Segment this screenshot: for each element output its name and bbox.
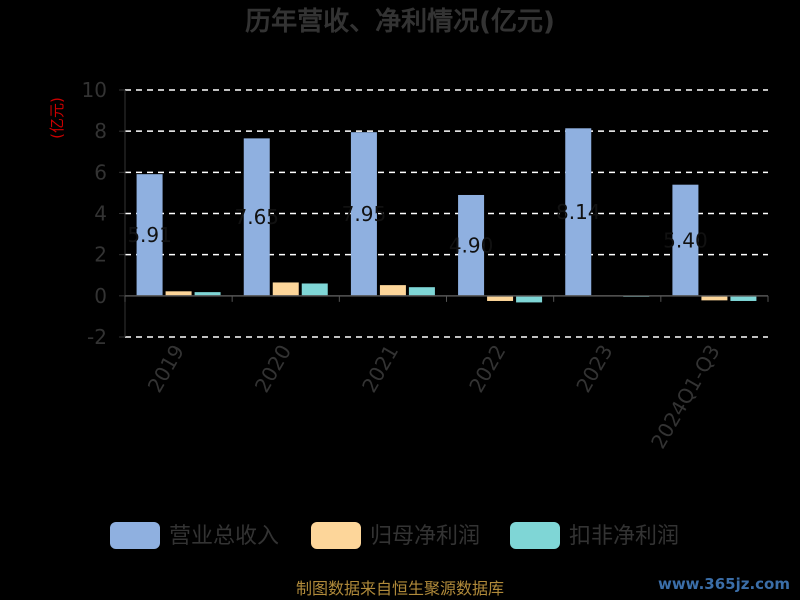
legend-swatch	[311, 522, 361, 549]
bar-data-label: 8.14	[556, 200, 601, 224]
bar-1	[672, 184, 699, 296]
bar-3	[194, 292, 221, 296]
gridlines	[125, 89, 768, 338]
legend-label: 扣非净利润	[569, 524, 679, 549]
y-tick-label: -2	[87, 325, 107, 349]
chart-title: 历年营收、净利情况(亿元)	[245, 6, 555, 37]
bar-2	[165, 291, 192, 296]
y-tick-label: 10	[82, 78, 107, 102]
y-tick-label: 4	[94, 202, 107, 226]
y-tick-label: 2	[94, 243, 107, 267]
x-tick-label: 2024Q1-Q3	[646, 341, 725, 453]
footer-source: 制图数据来自恒生聚源数据库	[296, 579, 504, 598]
legend: 营业总收入 归母净利润 扣非净利润	[110, 522, 679, 549]
bar-2	[379, 285, 406, 296]
y-tick-label: 6	[94, 160, 107, 184]
bar-2	[701, 295, 728, 301]
y-tick-label: 8	[94, 119, 107, 143]
axes: -2 0 2 4 6 8 10 2019 2020 2021 2022 2023 2024Q1-Q3	[82, 78, 769, 453]
bar-1	[136, 174, 163, 296]
bar-data-label: 7.65	[234, 205, 279, 229]
bar-1	[243, 138, 270, 296]
x-tick-label: 2020	[250, 341, 296, 397]
legend-swatch	[510, 522, 560, 549]
legend-label: 归母净利润	[370, 524, 480, 549]
x-tick-label: 2021	[357, 341, 403, 397]
x-tick-label: 2019	[143, 341, 189, 397]
bar-3	[301, 283, 328, 296]
bar-data-label: 5.91	[127, 223, 172, 247]
legend-label: 营业总收入	[169, 524, 279, 549]
bar-data-label: 7.95	[342, 202, 387, 226]
bar-3	[408, 287, 435, 296]
data-labels: 5.91 7.65 7.95 4.90 8.14 5.40	[127, 200, 707, 257]
legend-swatch	[110, 522, 160, 549]
bar-1	[565, 128, 592, 296]
x-tick-label: 2023	[571, 341, 617, 397]
bar-1	[350, 132, 377, 296]
bar-3	[730, 295, 757, 301]
y-axis-label: (亿元)	[48, 97, 66, 139]
bar-2	[272, 282, 299, 296]
bar-3	[516, 295, 543, 303]
y-tick-label: 0	[94, 284, 107, 308]
bar-2	[487, 295, 514, 301]
watermark: www.365jz.com	[658, 575, 790, 593]
bar-data-label: 5.40	[663, 228, 708, 252]
bar-data-label: 4.90	[449, 233, 494, 257]
bars	[136, 128, 757, 303]
bar-1	[458, 194, 485, 296]
x-tick-label: 2022	[464, 341, 510, 397]
